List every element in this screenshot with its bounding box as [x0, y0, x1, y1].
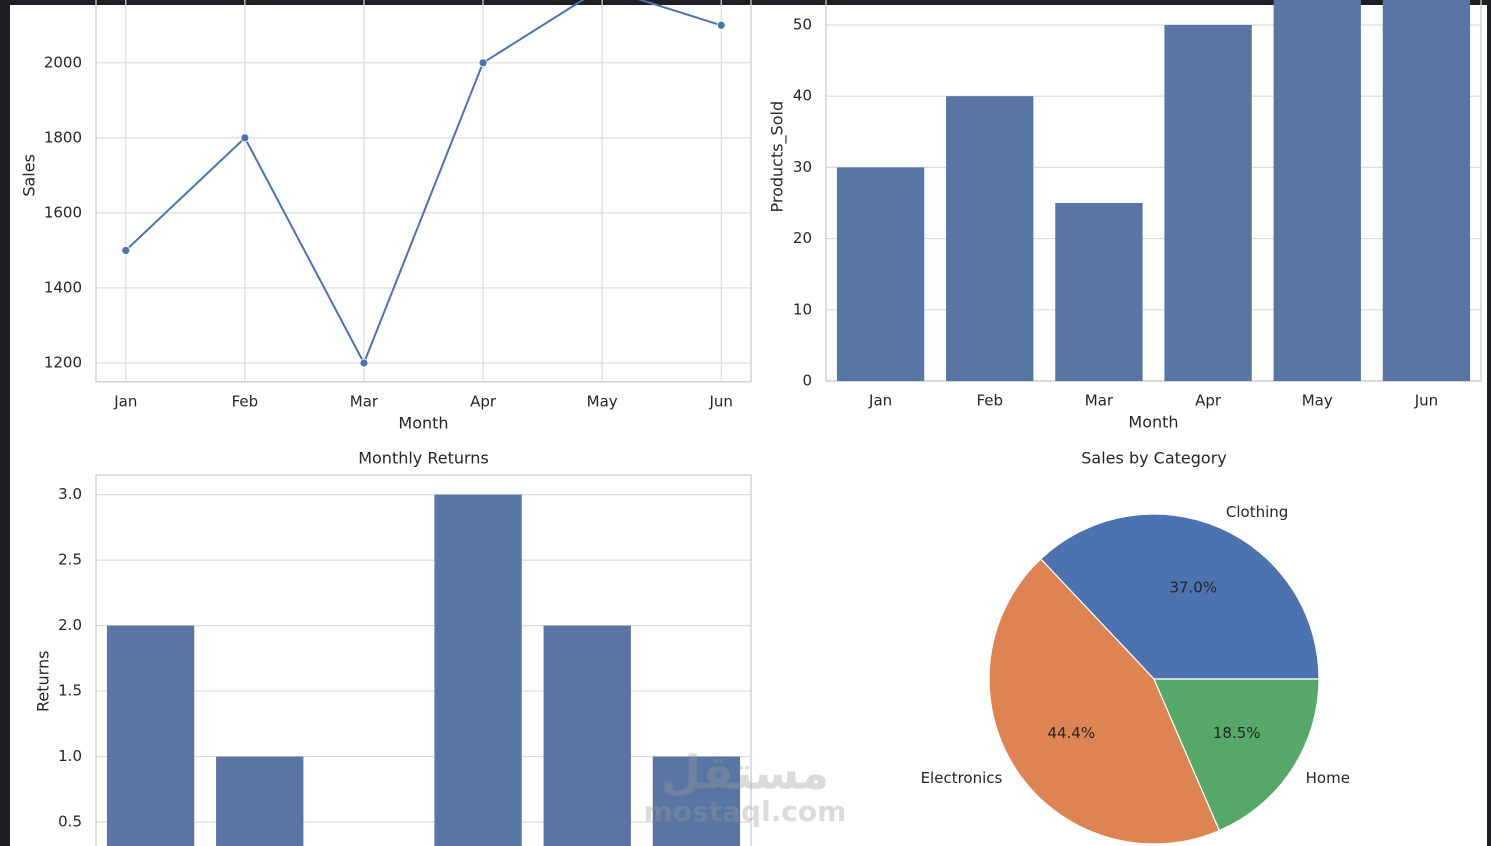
- slice-label: Electronics: [921, 769, 1003, 787]
- marker: [121, 246, 131, 255]
- x-tick-label: May: [1302, 392, 1333, 410]
- x-tick-label: Mar: [1085, 392, 1114, 410]
- y-axis-label: Sales: [20, 154, 39, 197]
- slice-label: Home: [1306, 769, 1350, 787]
- bar: [946, 96, 1034, 381]
- watermark-latin: mostaql.com: [644, 795, 847, 828]
- x-axis-label: Month: [1128, 413, 1178, 432]
- y-tick-label: 1400: [44, 278, 82, 296]
- x-axis-label: Month: [398, 413, 448, 432]
- x-tick-label: Jan: [868, 392, 892, 410]
- x-tick-label: May: [587, 392, 618, 410]
- charts: 1200 1400 1600 1800 2000 Jan Feb Mar Apr May Jun Mo…: [20, 0, 1482, 846]
- line: [125, 0, 722, 366]
- plot-frame: [825, 0, 1482, 382]
- y-tick-label: 1800: [44, 128, 82, 146]
- bar: [1382, 0, 1471, 382]
- y-tick-label: 1.0: [58, 747, 82, 765]
- y-tick-label: 2000: [44, 53, 82, 71]
- x-tick-label: Jan: [113, 392, 137, 410]
- y-tick-label: 0: [802, 372, 812, 390]
- y-tick-label: 1200: [44, 353, 82, 371]
- bar: [543, 625, 631, 846]
- marker: [716, 20, 726, 30]
- pie-slice: [1153, 678, 1320, 832]
- x-tick-label: Jun: [1414, 392, 1438, 410]
- x-tick-label: Mar: [350, 392, 379, 410]
- x-tick-label: Apr: [470, 392, 497, 410]
- y-tick-label: 0.5: [58, 813, 82, 831]
- bar: [1164, 24, 1252, 381]
- bar: [652, 756, 741, 846]
- chart-title: Monthly Returns: [358, 449, 489, 468]
- bar: [1055, 202, 1143, 381]
- watermark-arabic: مستقل: [661, 746, 829, 800]
- y-tick-label: 2.0: [58, 616, 82, 634]
- slice-value-label: 18.5%: [1213, 724, 1261, 742]
- watermark: مستقل mostaql.com: [644, 746, 847, 829]
- slice-value-label: 44.4%: [1047, 724, 1095, 742]
- marker: [240, 133, 250, 143]
- y-tick-label: 1.5: [58, 682, 82, 700]
- pie-slice: [1039, 513, 1320, 680]
- bar: [434, 494, 522, 846]
- y-tick-label: 30: [793, 158, 812, 176]
- slice-label: Clothing: [1226, 503, 1288, 521]
- y-tick-label: 10: [793, 300, 812, 318]
- y-axis-label: Returns: [34, 651, 53, 712]
- x-tick-label: Apr: [1195, 392, 1222, 410]
- bar: [1273, 0, 1361, 381]
- y-tick-label: 3.0: [58, 485, 82, 503]
- marker: [359, 358, 369, 368]
- y-tick-label: 20: [793, 229, 812, 247]
- bar: [216, 756, 304, 846]
- y-tick-label: 1600: [44, 203, 82, 221]
- y-axis-label: Products_Sold: [768, 101, 788, 213]
- slice-value-label: 37.0%: [1169, 579, 1217, 597]
- pie-slice: [988, 558, 1221, 845]
- marker: [478, 58, 488, 68]
- x-tick-label: Feb: [232, 392, 259, 410]
- x-tick-label: Feb: [976, 392, 1003, 410]
- plot-frame: [95, 474, 752, 846]
- chart-title: Sales by Category: [1081, 449, 1226, 468]
- bar: [836, 167, 925, 381]
- plot-frame: [95, 0, 752, 383]
- bar: [106, 625, 195, 846]
- y-tick-label: 50: [793, 15, 812, 33]
- y-tick-label: 40: [793, 87, 812, 105]
- x-tick-label: Jun: [709, 392, 733, 410]
- y-tick-label: 2.5: [58, 551, 82, 569]
